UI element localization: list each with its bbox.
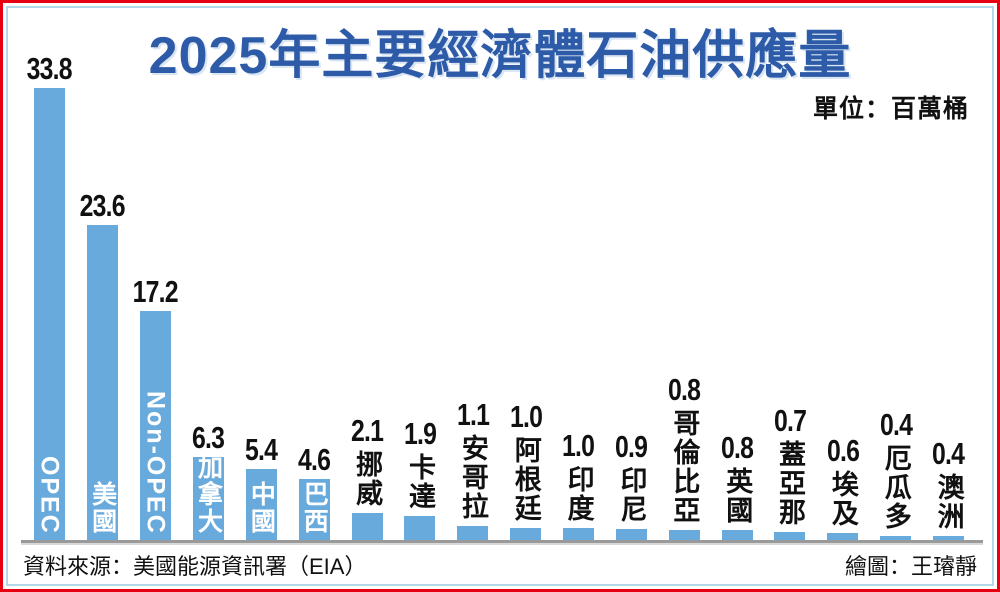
bar-category-label-inside: 中國	[247, 481, 276, 535]
bar-category-label-inside: 加拿大	[194, 454, 223, 535]
bar-category-label: 印度	[563, 465, 594, 523]
bar: 中國	[245, 469, 277, 541]
bar: 美國	[87, 225, 118, 541]
bar-column: 0.6 埃及	[816, 435, 869, 541]
bar	[615, 529, 647, 541]
bar-column: 0.7 蓋亞那	[763, 405, 816, 541]
bar-value-label: 0.8	[668, 372, 701, 407]
bar-value-label: 0.8	[720, 430, 754, 465]
bar-value-label: 0.4	[932, 436, 965, 471]
bar	[827, 533, 859, 541]
bar-value-label: 17.2	[132, 274, 179, 309]
bar-column: 5.4 中國	[235, 434, 288, 541]
footer: 資料來源：美國能源資訊署（EIA） 繪圖：王璿靜	[23, 549, 977, 581]
bar: OPEC	[34, 88, 65, 541]
bar-category-label: 卡達	[405, 453, 436, 511]
bar	[668, 530, 700, 541]
bar-category-label-inside: Non-OPEC	[141, 391, 170, 535]
bar-value-label: 4.6	[298, 442, 331, 477]
bar-value-label: 5.4	[245, 432, 278, 467]
bar-category-label: 哥倫比亞	[669, 409, 700, 525]
bar-category-label: 印尼	[616, 466, 647, 524]
bar-category-label: 英國	[722, 467, 753, 525]
bar	[562, 528, 594, 541]
bar	[721, 530, 753, 541]
bar-category-label-inside: 巴西	[300, 481, 329, 535]
bar-value-label: 1.0	[562, 428, 595, 463]
bar-column: 23.6 美國	[76, 190, 129, 541]
bar: Non-OPEC	[140, 311, 171, 541]
bar-column: 33.8 OPEC	[23, 53, 76, 541]
bar-column: 0.8 英國	[711, 432, 764, 541]
bar-value-label: 0.6	[826, 433, 860, 468]
bar-category-label: 安哥拉	[457, 434, 488, 521]
bar-category-label-inside: OPEC	[35, 456, 64, 535]
page-title: 2025年主要經濟體石油供應量	[148, 27, 852, 85]
bar-value-label: 1.9	[403, 416, 437, 451]
bar-column: 1.0 阿根廷	[499, 401, 552, 541]
bar-column: 0.4 厄瓜多	[869, 409, 922, 541]
bar-column: 1.1 安哥拉	[446, 399, 499, 541]
bar-value-label: 6.3	[192, 420, 225, 455]
bar-value-label: 1.1	[456, 397, 490, 432]
bar	[880, 536, 912, 541]
bar	[351, 513, 383, 541]
bar-category-label: 蓋亞那	[775, 440, 806, 527]
illustrator-credit: 繪圖：王璿靜	[844, 554, 977, 579]
bar-category-label: 厄瓜多	[880, 444, 911, 531]
bar-column: 17.2 Non-OPEC	[129, 276, 182, 541]
bar-value-label: 0.4	[879, 407, 913, 442]
bar-category-label: 埃及	[827, 470, 858, 528]
bar-category-label: 阿根廷	[510, 436, 541, 523]
bar	[457, 526, 489, 541]
bar-column: 0.4 澳洲	[922, 438, 975, 541]
bar-column: 2.1 挪威	[341, 415, 394, 541]
bar-column: 1.9 卡達	[393, 418, 446, 541]
bar	[774, 532, 806, 541]
source-credit: 資料來源：美國能源資訊署（EIA）	[23, 554, 367, 579]
bar-value-label: 1.0	[509, 399, 543, 434]
bar	[510, 528, 542, 541]
bar: 加拿大	[192, 454, 224, 541]
x-axis-baseline	[21, 540, 983, 543]
bar-column: 0.9 印尼	[605, 431, 658, 541]
bar-column: 4.6 巴西	[288, 444, 341, 541]
bar-value-label: 0.9	[615, 429, 648, 464]
bar-category-label-inside: 美國	[88, 481, 117, 535]
bar-column: 1.0 印度	[552, 430, 605, 541]
bar-value-label: 2.1	[350, 413, 384, 448]
bar: 巴西	[298, 479, 330, 541]
bar	[404, 516, 436, 541]
bar	[932, 536, 964, 541]
unit-label: 單位：百萬桶	[812, 95, 969, 123]
bar-value-label: 23.6	[79, 188, 126, 223]
bar-column: 0.8 哥倫比亞	[658, 374, 711, 541]
bar-column: 6.3 加拿大	[182, 422, 235, 541]
bar-category-label: 挪威	[352, 450, 383, 508]
bar-value-label: 0.7	[773, 403, 807, 438]
bar-category-label: 澳洲	[933, 473, 964, 531]
chart-area: 33.8 OPEC 23.6 美國 17.2 Non-OPEC 6.3 加拿大 …	[23, 53, 975, 541]
bar-value-label: 33.8	[26, 51, 73, 86]
